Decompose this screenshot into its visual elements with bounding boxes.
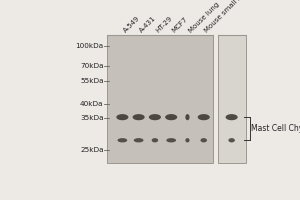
Ellipse shape (118, 138, 127, 142)
Text: Mast Cell Chymase (CMA1): Mast Cell Chymase (CMA1) (251, 124, 300, 133)
Ellipse shape (166, 138, 176, 142)
Bar (218, 35, 246, 163)
Ellipse shape (116, 114, 128, 120)
Ellipse shape (152, 138, 158, 142)
Text: 70kDa: 70kDa (80, 63, 104, 69)
Text: 100kDa: 100kDa (75, 43, 103, 49)
Ellipse shape (133, 114, 145, 120)
Ellipse shape (185, 114, 190, 120)
Text: Mouse small intestine: Mouse small intestine (204, 0, 262, 34)
Ellipse shape (200, 138, 207, 142)
Text: 25kDa: 25kDa (80, 147, 104, 153)
Bar (107, 35, 213, 163)
Text: 35kDa: 35kDa (80, 115, 104, 121)
Ellipse shape (149, 114, 161, 120)
Text: A-549: A-549 (122, 15, 141, 34)
Text: Mouse lung: Mouse lung (188, 1, 220, 34)
Text: HT-29: HT-29 (155, 15, 173, 34)
Ellipse shape (226, 114, 238, 120)
Text: 40kDa: 40kDa (80, 101, 104, 107)
Ellipse shape (185, 138, 190, 142)
Text: 55kDa: 55kDa (80, 78, 104, 84)
Ellipse shape (165, 114, 177, 120)
Text: A-431: A-431 (139, 15, 158, 34)
Ellipse shape (134, 138, 143, 142)
Ellipse shape (198, 114, 210, 120)
Ellipse shape (228, 138, 235, 142)
Text: MCF7: MCF7 (171, 16, 189, 34)
